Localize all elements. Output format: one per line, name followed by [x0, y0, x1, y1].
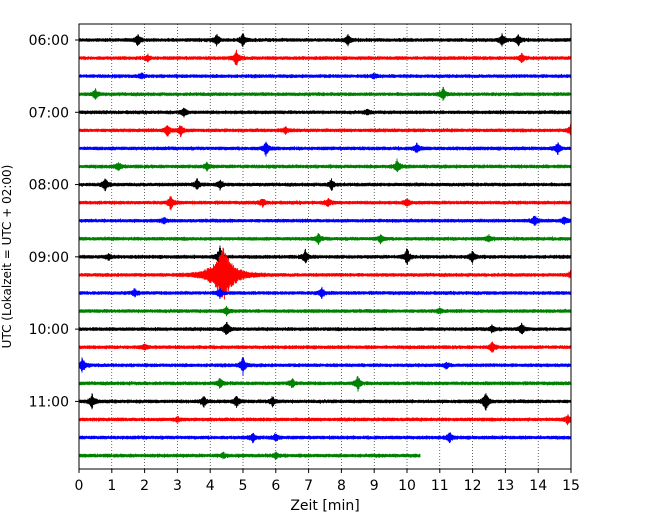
x-tick-label: 1 [107, 478, 116, 494]
x-tick-label: 10 [398, 478, 416, 494]
x-tick-label: 5 [239, 478, 248, 494]
seismic-trace [78, 357, 572, 376]
x-tick-label: 9 [370, 478, 379, 494]
y-tick-label: 10:00 [29, 322, 69, 338]
seismic-trace [78, 178, 572, 192]
seismic-trace [78, 49, 572, 66]
seismic-trace [78, 376, 572, 392]
plot-frame [78, 23, 572, 470]
seismic-trace [78, 245, 572, 267]
seismic-trace [78, 233, 572, 245]
seismic-trace [78, 196, 572, 211]
seismic-trace [78, 33, 572, 47]
x-tick-label: 14 [529, 478, 547, 494]
seismic-trace [78, 393, 572, 411]
seismic-trace [78, 432, 572, 444]
y-axis-title: UTC (Lokalzeit = UTC + 02:00) [0, 165, 14, 349]
y-tick-label: 11:00 [29, 394, 69, 410]
seismic-trace [78, 141, 572, 157]
x-tick-label: 6 [271, 478, 280, 494]
x-tick-label: 7 [304, 478, 313, 494]
seismic-trace [78, 321, 572, 335]
y-tick-label: 07:00 [29, 105, 69, 121]
seismic-trace [78, 72, 572, 80]
seismic-trace [78, 451, 421, 460]
x-tick-label: 13 [496, 478, 514, 494]
seismic-trace [78, 123, 572, 137]
seismic-traces [78, 33, 572, 460]
seismic-trace [78, 158, 572, 173]
x-tick-label: 8 [337, 478, 346, 494]
seismic-trace [78, 286, 572, 299]
x-tick-label: 12 [464, 478, 482, 494]
seismic-trace [78, 215, 572, 226]
seismic-trace [78, 341, 572, 353]
y-tick-label: 06:00 [29, 33, 69, 49]
x-tick-label: 11 [431, 478, 449, 494]
seismic-trace [78, 305, 572, 317]
x-tick-label: 4 [206, 478, 215, 494]
seismic-trace [78, 414, 572, 426]
y-axis-ticks: 06:00 07:00 08:00 09:00 10:00 11:00 [29, 33, 79, 410]
y-tick-label: 09:00 [29, 250, 69, 266]
seismic-trace [78, 107, 572, 118]
x-tick-label: 3 [173, 478, 182, 494]
x-axis-ticks: 0 1 2 3 4 5 6 7 8 9 10 11 12 13 14 15 [75, 469, 580, 494]
x-axis-title: Zeit [min] [290, 498, 359, 514]
seismic-trace [78, 86, 572, 101]
x-tick-label: 15 [562, 478, 580, 494]
x-tick-label: 2 [140, 478, 149, 494]
grid-lines [111, 24, 539, 469]
x-tick-label: 0 [75, 478, 84, 494]
y-tick-label: 08:00 [29, 178, 69, 194]
